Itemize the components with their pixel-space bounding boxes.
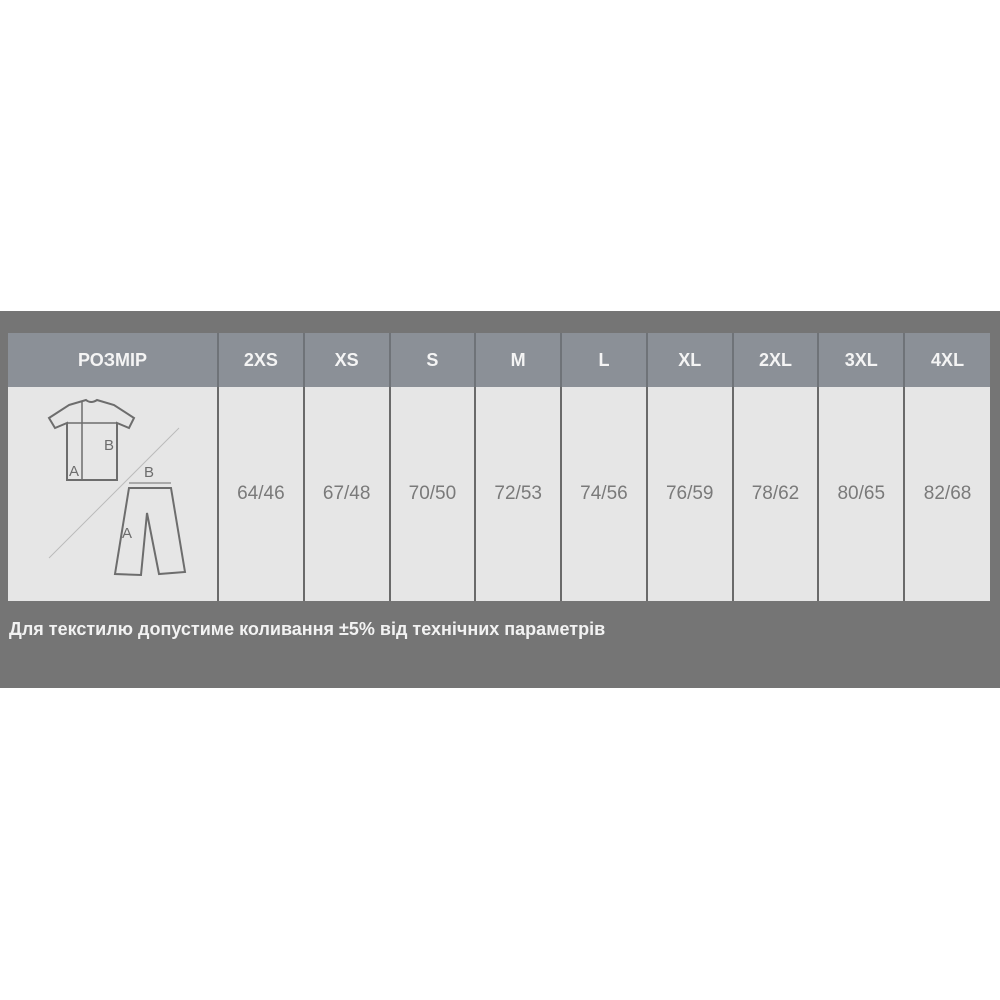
size-col-header: S — [389, 333, 477, 387]
header-row: РОЗМІР 2XS XS S M L XL 2XL 3XL 4XL — [8, 333, 990, 387]
size-value: 64/46 — [218, 387, 305, 601]
size-col-header: XS — [303, 333, 391, 387]
svg-text:B: B — [144, 464, 154, 481]
size-col-header: L — [561, 333, 648, 387]
size-col-header: M — [475, 333, 563, 387]
size-value: 72/53 — [475, 387, 563, 601]
size-value: 74/56 — [561, 387, 648, 601]
garment-diagram-cell: B A B A — [8, 387, 219, 601]
size-col-header: 4XL — [904, 333, 990, 387]
size-value: 80/65 — [818, 387, 906, 601]
size-value: 67/48 — [303, 387, 391, 601]
svg-text:A: A — [122, 525, 132, 542]
size-col-header: 2XL — [732, 333, 820, 387]
size-value: 82/68 — [904, 387, 990, 601]
size-value: 76/59 — [646, 387, 734, 601]
svg-text:B: B — [104, 437, 114, 454]
size-col-header: 3XL — [818, 333, 906, 387]
svg-text:A: A — [69, 463, 79, 480]
size-col-header: 2XS — [218, 333, 305, 387]
values-row: B A B A 64/46 67/48 70/50 72/53 74/56 76… — [8, 387, 990, 601]
size-header: РОЗМІР — [8, 333, 219, 387]
tolerance-note: Для текстилю допустиме коливання ±5% від… — [9, 619, 606, 639]
size-col-header: XL — [646, 333, 734, 387]
size-value: 78/62 — [732, 387, 820, 601]
shirt-pants-diagram-icon: B A B A — [47, 398, 187, 577]
size-value: 70/50 — [389, 387, 477, 601]
size-chart-table: РОЗМІР 2XS XS S M L XL 2XL 3XL 4XL B A B… — [8, 333, 990, 601]
